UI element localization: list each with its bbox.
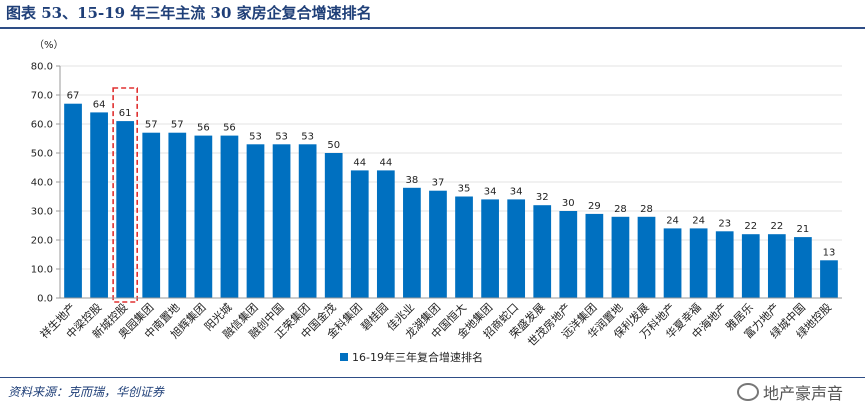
y-tick-label: 40.0 [31,178,53,189]
data-label: 64 [93,99,106,110]
data-label: 24 [666,215,679,226]
data-label: 30 [562,198,575,209]
legend-label: 16-19年三年复合增速排名 [352,350,483,364]
bar [403,187,421,298]
data-label: 28 [640,204,653,215]
data-label: 13 [823,247,836,258]
bar [559,211,578,298]
data-label: 44 [353,157,366,168]
bar [90,112,108,299]
bar [767,234,786,298]
bar [142,132,161,298]
data-label: 57 [145,120,158,131]
bar [663,228,682,298]
data-label: 61 [119,108,132,119]
bar [585,213,604,298]
data-label: 57 [171,120,184,131]
data-label: 29 [588,201,601,212]
y-tick-label: 0.0 [37,294,53,305]
legend: 16-19年三年复合增速排名 [340,350,483,364]
bar-chart: （%） 0.010.020.030.040.050.060.070.080.0 … [31,39,842,364]
bar [429,190,447,298]
bar [298,144,317,298]
y-tick-label: 70.0 [31,91,53,102]
data-label: 50 [327,140,340,151]
data-label: 37 [432,178,445,189]
data-label: 53 [249,131,262,142]
bar [272,144,291,298]
bar [820,260,838,298]
data-label: 53 [275,131,288,142]
bar [741,234,760,298]
watermark: 地产豪声音 [736,380,843,404]
data-label: 21 [797,224,810,235]
legend-swatch [340,353,348,361]
bar [481,199,499,298]
y-tick-label: 30.0 [31,207,53,218]
bar [194,135,213,298]
y-tick-label: 50.0 [31,149,53,160]
data-label: 56 [197,123,210,134]
page-title: 图表 53、15-19 年三年主流 30 家房企复合增速排名 [6,4,372,22]
data-label: 24 [692,215,705,226]
bar [689,228,708,298]
y-axis-label: （%） [34,39,64,51]
y-tick-label: 80.0 [31,62,53,73]
title-divider [0,27,865,29]
data-label: 35 [458,184,471,195]
data-label: 22 [744,221,757,232]
y-tick-label: 60.0 [31,120,53,131]
highlight-box [112,87,138,303]
bar [533,205,552,298]
source-note: 资料来源：克而瑞，华创证券 [8,385,165,399]
wechat-icon [736,383,759,401]
bar [794,237,812,298]
data-label: 32 [536,192,549,203]
bar [324,153,343,298]
y-tick-label: 20.0 [31,236,53,247]
bar [116,121,135,298]
data-label: 23 [718,218,731,229]
data-label: 53 [301,131,314,142]
bars: 67 64 61 57 57 56 56 53 53 53 50 44 44 38 37 35 34 34 32 30… [64,87,838,303]
data-label: 34 [484,186,497,197]
data-label: 34 [510,186,523,197]
bar [637,216,656,298]
y-axis: 0.0 10.0 20.0 30.0 40.0 50.0 60.0 70.0 80.0 [31,62,61,305]
data-label: 38 [406,175,419,186]
bar [455,196,473,298]
bar [168,132,187,298]
bar [246,144,265,298]
bar [611,216,630,298]
watermark-text: 地产豪声音 [762,384,843,403]
data-label: 28 [614,204,627,215]
x-tick-label: 碧桂园 [358,300,391,333]
data-label: 67 [67,91,80,102]
data-label: 22 [770,221,783,232]
bar [220,135,239,298]
data-label: 56 [223,123,236,134]
data-label: 44 [379,157,392,168]
bar [715,231,734,298]
bar [376,170,395,298]
x-axis: 祥生地产中梁控股新城控股奥园集团中南置地旭辉集团阳光城融信集团融创中国正荣集团中… [37,297,842,349]
bar [350,170,369,298]
y-tick-label: 10.0 [31,265,53,276]
bar [507,199,526,298]
footer-divider [0,377,865,378]
bar [64,103,82,298]
